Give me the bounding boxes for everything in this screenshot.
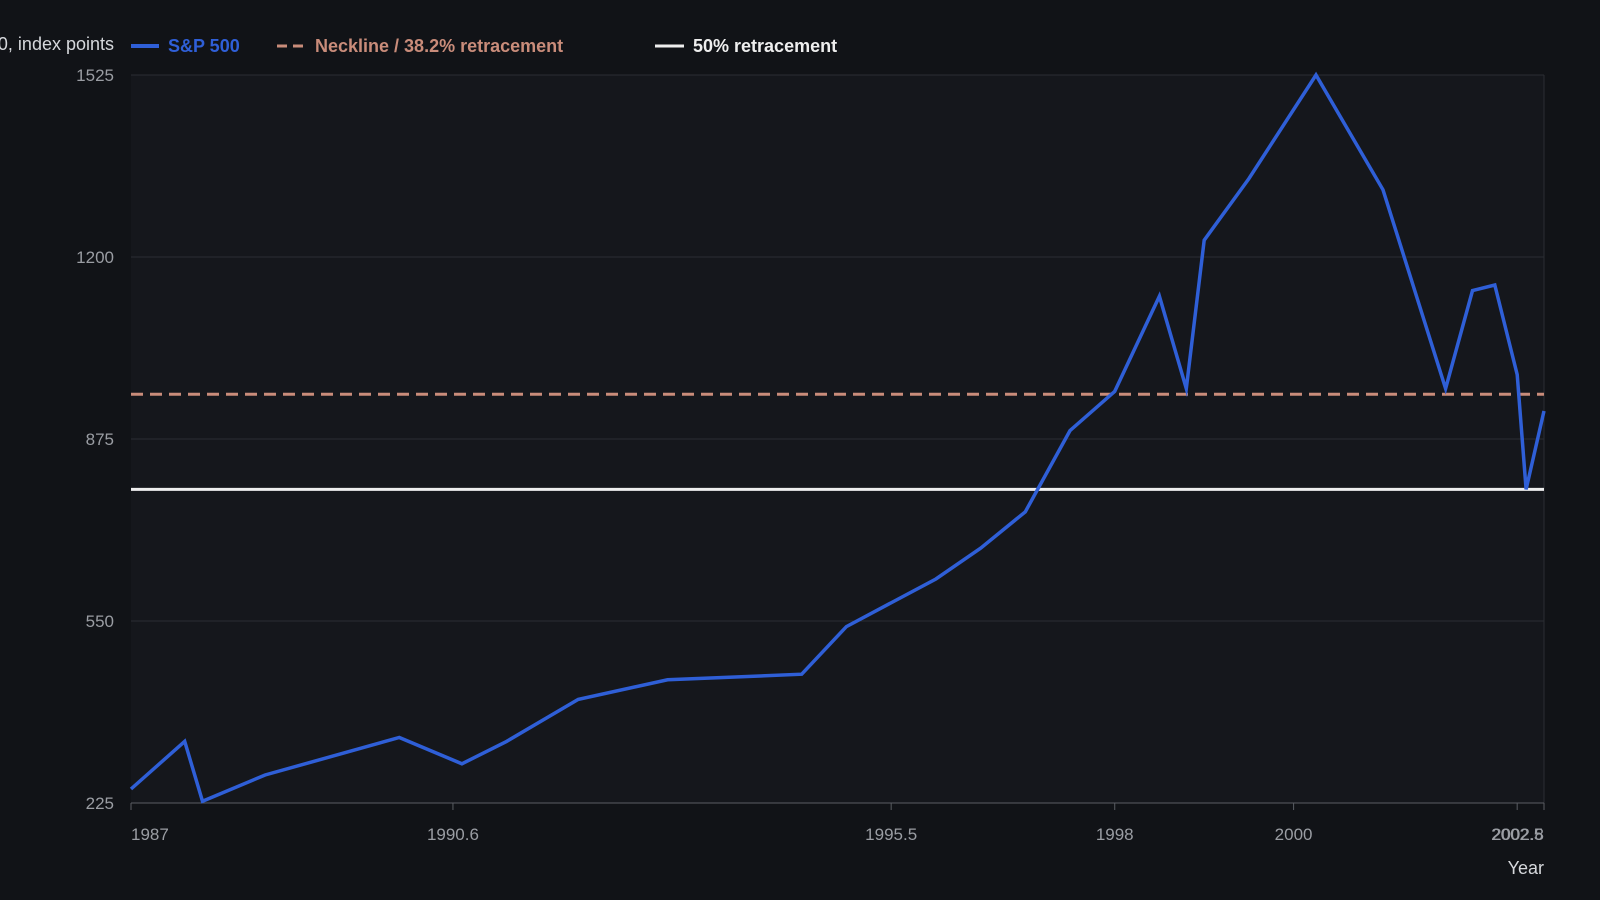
sp500-line xyxy=(129,71,1546,804)
legend-label-sp500: S&P 500 xyxy=(168,36,240,56)
x-tick-label: 2002.5 xyxy=(1491,825,1543,844)
tick-labels: 225 550 875 1200 1525 1987 1990.6 1995.5 1998 200… xyxy=(76,66,1544,844)
x-tick-label: 1998 xyxy=(1096,825,1134,844)
x-tick-label: 2000 xyxy=(1275,825,1313,844)
x-tick-label: 1990.6 xyxy=(427,825,479,844)
y-axis-title: S&P 500, index points xyxy=(0,34,114,54)
x-tick-label: 2002.8 xyxy=(1492,825,1544,844)
x-tick-label: 1987 xyxy=(131,825,169,844)
y-tick-label: 1525 xyxy=(76,66,114,85)
y-tick-label: 1200 xyxy=(76,248,114,267)
y-tick-label: 550 xyxy=(86,612,114,631)
y-tick-label: 875 xyxy=(86,430,114,449)
axes xyxy=(130,75,1545,810)
legend-label-fifty: 50% retracement xyxy=(693,36,837,56)
reference-lines xyxy=(131,392,1544,491)
x-tick-label: 1995.5 xyxy=(865,825,917,844)
legend: S&P 500, index points S&P 500 Neckline /… xyxy=(0,34,837,56)
series-lines xyxy=(129,71,1546,804)
legend-label-neckline: Neckline / 38.2% retracement xyxy=(315,36,563,56)
y-tick-label: 225 xyxy=(86,794,114,813)
x-axis-title: Year xyxy=(1508,858,1544,878)
